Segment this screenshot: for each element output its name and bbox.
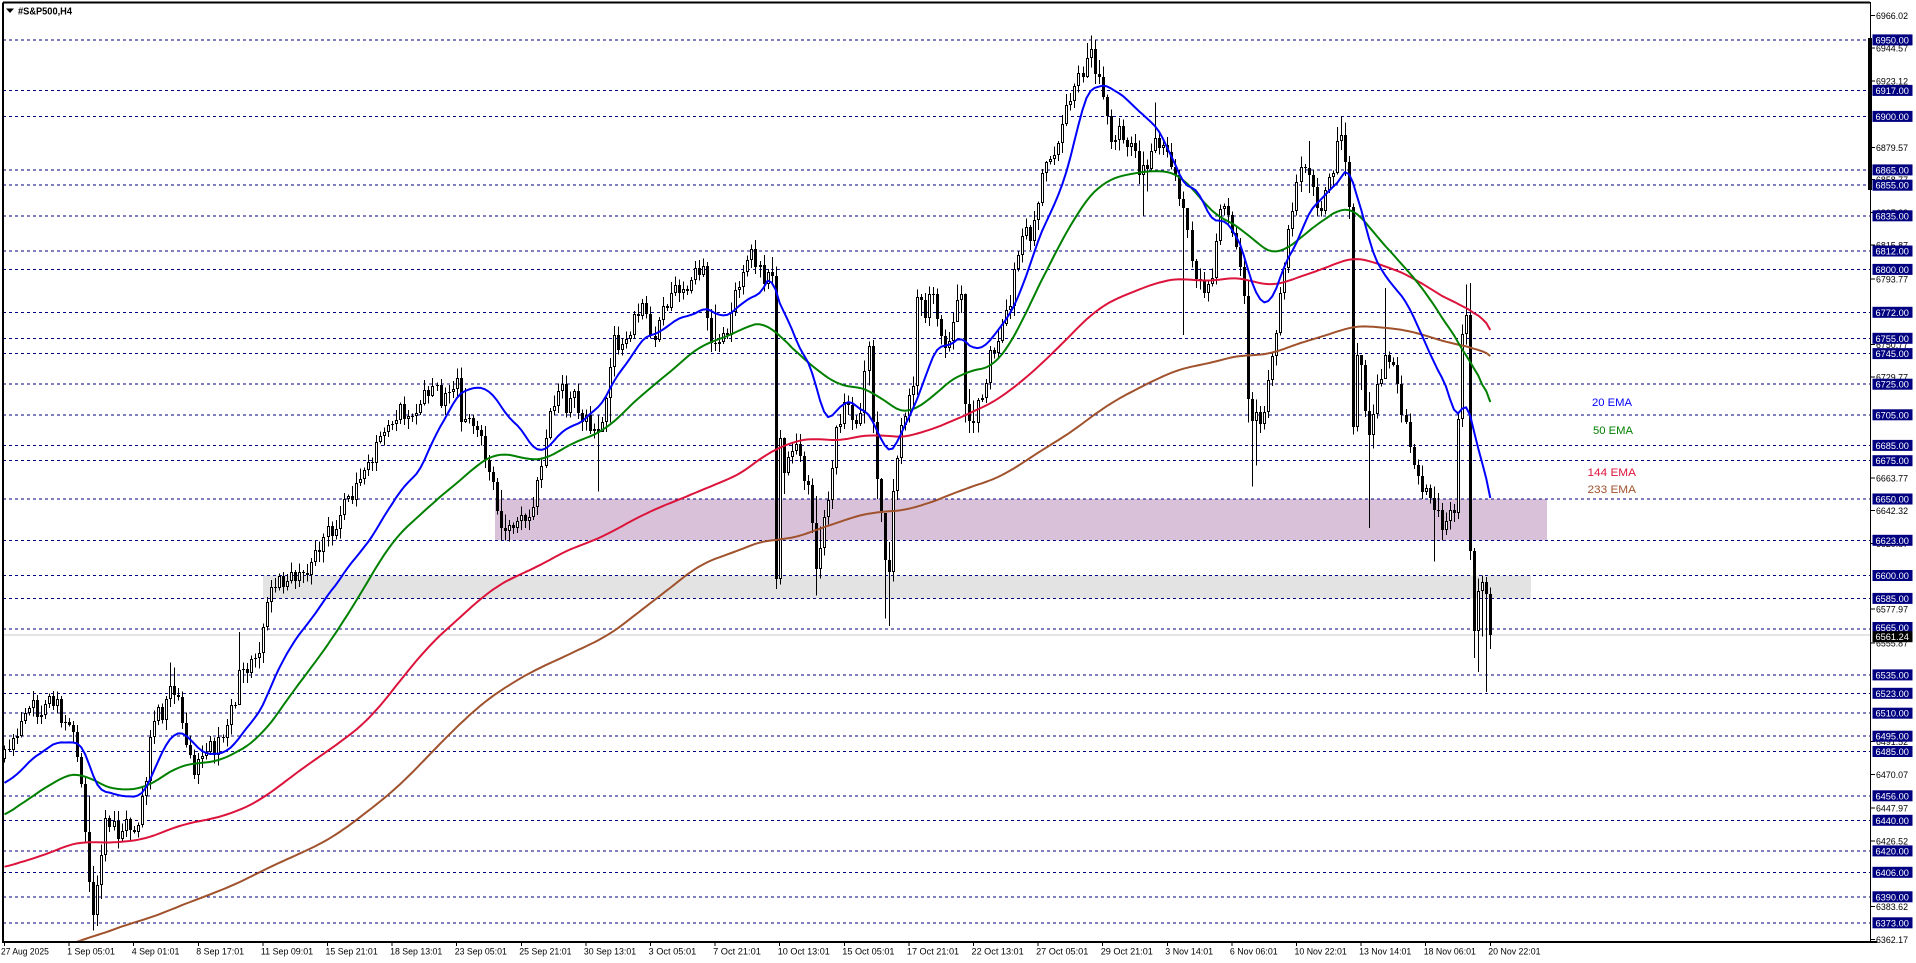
svg-text:27 Aug 2025: 27 Aug 2025 [1, 947, 49, 958]
svg-text:6440.00: 6440.00 [1876, 816, 1909, 827]
svg-text:6800.00: 6800.00 [1876, 265, 1909, 276]
svg-text:6362.17: 6362.17 [1876, 935, 1908, 946]
svg-text:6383.62: 6383.62 [1876, 902, 1908, 913]
svg-text:233 EMA: 233 EMA [1588, 484, 1637, 496]
svg-text:6565.00: 6565.00 [1876, 623, 1909, 634]
svg-text:7 Oct 21:01: 7 Oct 21:01 [713, 947, 761, 958]
svg-text:6950.00: 6950.00 [1876, 35, 1909, 46]
svg-text:6685.00: 6685.00 [1876, 441, 1909, 452]
svg-text:6491.52: 6491.52 [1876, 737, 1908, 748]
svg-text:6755.00: 6755.00 [1876, 334, 1909, 345]
svg-text:6663.77: 6663.77 [1876, 473, 1908, 484]
svg-text:13 Nov 14:01: 13 Nov 14:01 [1359, 947, 1411, 958]
svg-text:6725.00: 6725.00 [1876, 380, 1909, 391]
svg-text:6855.00: 6855.00 [1876, 181, 1909, 192]
svg-text:144 EMA: 144 EMA [1588, 467, 1637, 479]
svg-text:29 Oct 21:01: 29 Oct 21:01 [1101, 947, 1153, 958]
svg-text:6917.00: 6917.00 [1876, 86, 1909, 97]
svg-text:6835.00: 6835.00 [1876, 211, 1909, 222]
svg-text:1 Sep 05:01: 1 Sep 05:01 [67, 947, 115, 958]
svg-text:6642.32: 6642.32 [1876, 506, 1908, 517]
svg-text:6793.77: 6793.77 [1876, 274, 1908, 285]
svg-text:6650.00: 6650.00 [1876, 495, 1909, 506]
svg-text:6772.00: 6772.00 [1876, 308, 1909, 319]
svg-text:3 Oct 05:01: 3 Oct 05:01 [649, 947, 697, 958]
svg-text:6923.12: 6923.12 [1876, 77, 1908, 88]
svg-text:6729.77: 6729.77 [1876, 372, 1908, 383]
svg-text:18 Sep 13:01: 18 Sep 13:01 [390, 947, 442, 958]
svg-text:6865.00: 6865.00 [1876, 165, 1909, 176]
svg-text:25 Sep 21:01: 25 Sep 21:01 [519, 947, 571, 958]
svg-text:6577.97: 6577.97 [1876, 605, 1908, 616]
svg-text:6426.52: 6426.52 [1876, 836, 1908, 847]
svg-text:11 Sep 09:01: 11 Sep 09:01 [261, 947, 313, 958]
svg-text:6944.57: 6944.57 [1876, 44, 1908, 55]
svg-text:20 EMA: 20 EMA [1592, 397, 1633, 409]
svg-text:6456.00: 6456.00 [1876, 791, 1909, 802]
svg-text:18 Nov 06:01: 18 Nov 06:01 [1424, 947, 1476, 958]
svg-text:6420.00: 6420.00 [1876, 846, 1909, 857]
svg-text:30 Sep 13:01: 30 Sep 13:01 [584, 947, 636, 958]
svg-text:3 Nov 14:01: 3 Nov 14:01 [1165, 947, 1213, 958]
svg-text:6675.00: 6675.00 [1876, 456, 1909, 467]
svg-text:50 EMA: 50 EMA [1593, 425, 1634, 437]
svg-text:8 Sep 17:01: 8 Sep 17:01 [196, 947, 244, 958]
svg-text:10 Oct 13:01: 10 Oct 13:01 [778, 947, 830, 958]
svg-text:6523.00: 6523.00 [1876, 689, 1909, 700]
svg-text:#S&P500,H4: #S&P500,H4 [18, 6, 72, 18]
svg-text:6585.00: 6585.00 [1876, 594, 1909, 605]
svg-text:10 Nov 22:01: 10 Nov 22:01 [1295, 947, 1347, 958]
svg-text:15 Oct 05:01: 15 Oct 05:01 [842, 947, 894, 958]
svg-text:6510.00: 6510.00 [1876, 709, 1909, 720]
svg-text:6 Nov 06:01: 6 Nov 06:01 [1230, 947, 1278, 958]
svg-text:6745.00: 6745.00 [1876, 349, 1909, 360]
svg-text:27 Oct 05:01: 27 Oct 05:01 [1036, 947, 1088, 958]
svg-text:6966.02: 6966.02 [1876, 11, 1908, 22]
svg-text:6623.00: 6623.00 [1876, 536, 1909, 547]
svg-text:17 Oct 21:01: 17 Oct 21:01 [907, 947, 959, 958]
svg-text:6495.00: 6495.00 [1876, 732, 1909, 743]
svg-text:23 Sep 05:01: 23 Sep 05:01 [455, 947, 507, 958]
svg-text:20 Nov 22:01: 20 Nov 22:01 [1488, 947, 1540, 958]
svg-text:15 Sep 21:01: 15 Sep 21:01 [326, 947, 378, 958]
svg-text:6812.00: 6812.00 [1876, 247, 1909, 258]
svg-text:6555.87: 6555.87 [1876, 639, 1908, 650]
svg-text:22 Oct 13:01: 22 Oct 13:01 [972, 947, 1024, 958]
svg-text:6879.57: 6879.57 [1876, 143, 1908, 154]
svg-text:6373.00: 6373.00 [1876, 918, 1909, 929]
svg-text:6485.00: 6485.00 [1876, 747, 1909, 758]
svg-text:6750.77: 6750.77 [1876, 340, 1908, 351]
svg-text:4 Sep 01:01: 4 Sep 01:01 [132, 947, 180, 958]
svg-text:6561.24: 6561.24 [1876, 632, 1909, 643]
svg-text:6406.00: 6406.00 [1876, 868, 1909, 879]
svg-text:6390.00: 6390.00 [1876, 892, 1909, 903]
svg-text:6470.07: 6470.07 [1876, 770, 1908, 781]
svg-text:6447.97: 6447.97 [1876, 804, 1908, 815]
svg-text:6535.00: 6535.00 [1876, 670, 1909, 681]
svg-text:6705.00: 6705.00 [1876, 410, 1909, 421]
svg-text:6600.00: 6600.00 [1876, 571, 1909, 582]
svg-text:6900.00: 6900.00 [1876, 112, 1909, 123]
